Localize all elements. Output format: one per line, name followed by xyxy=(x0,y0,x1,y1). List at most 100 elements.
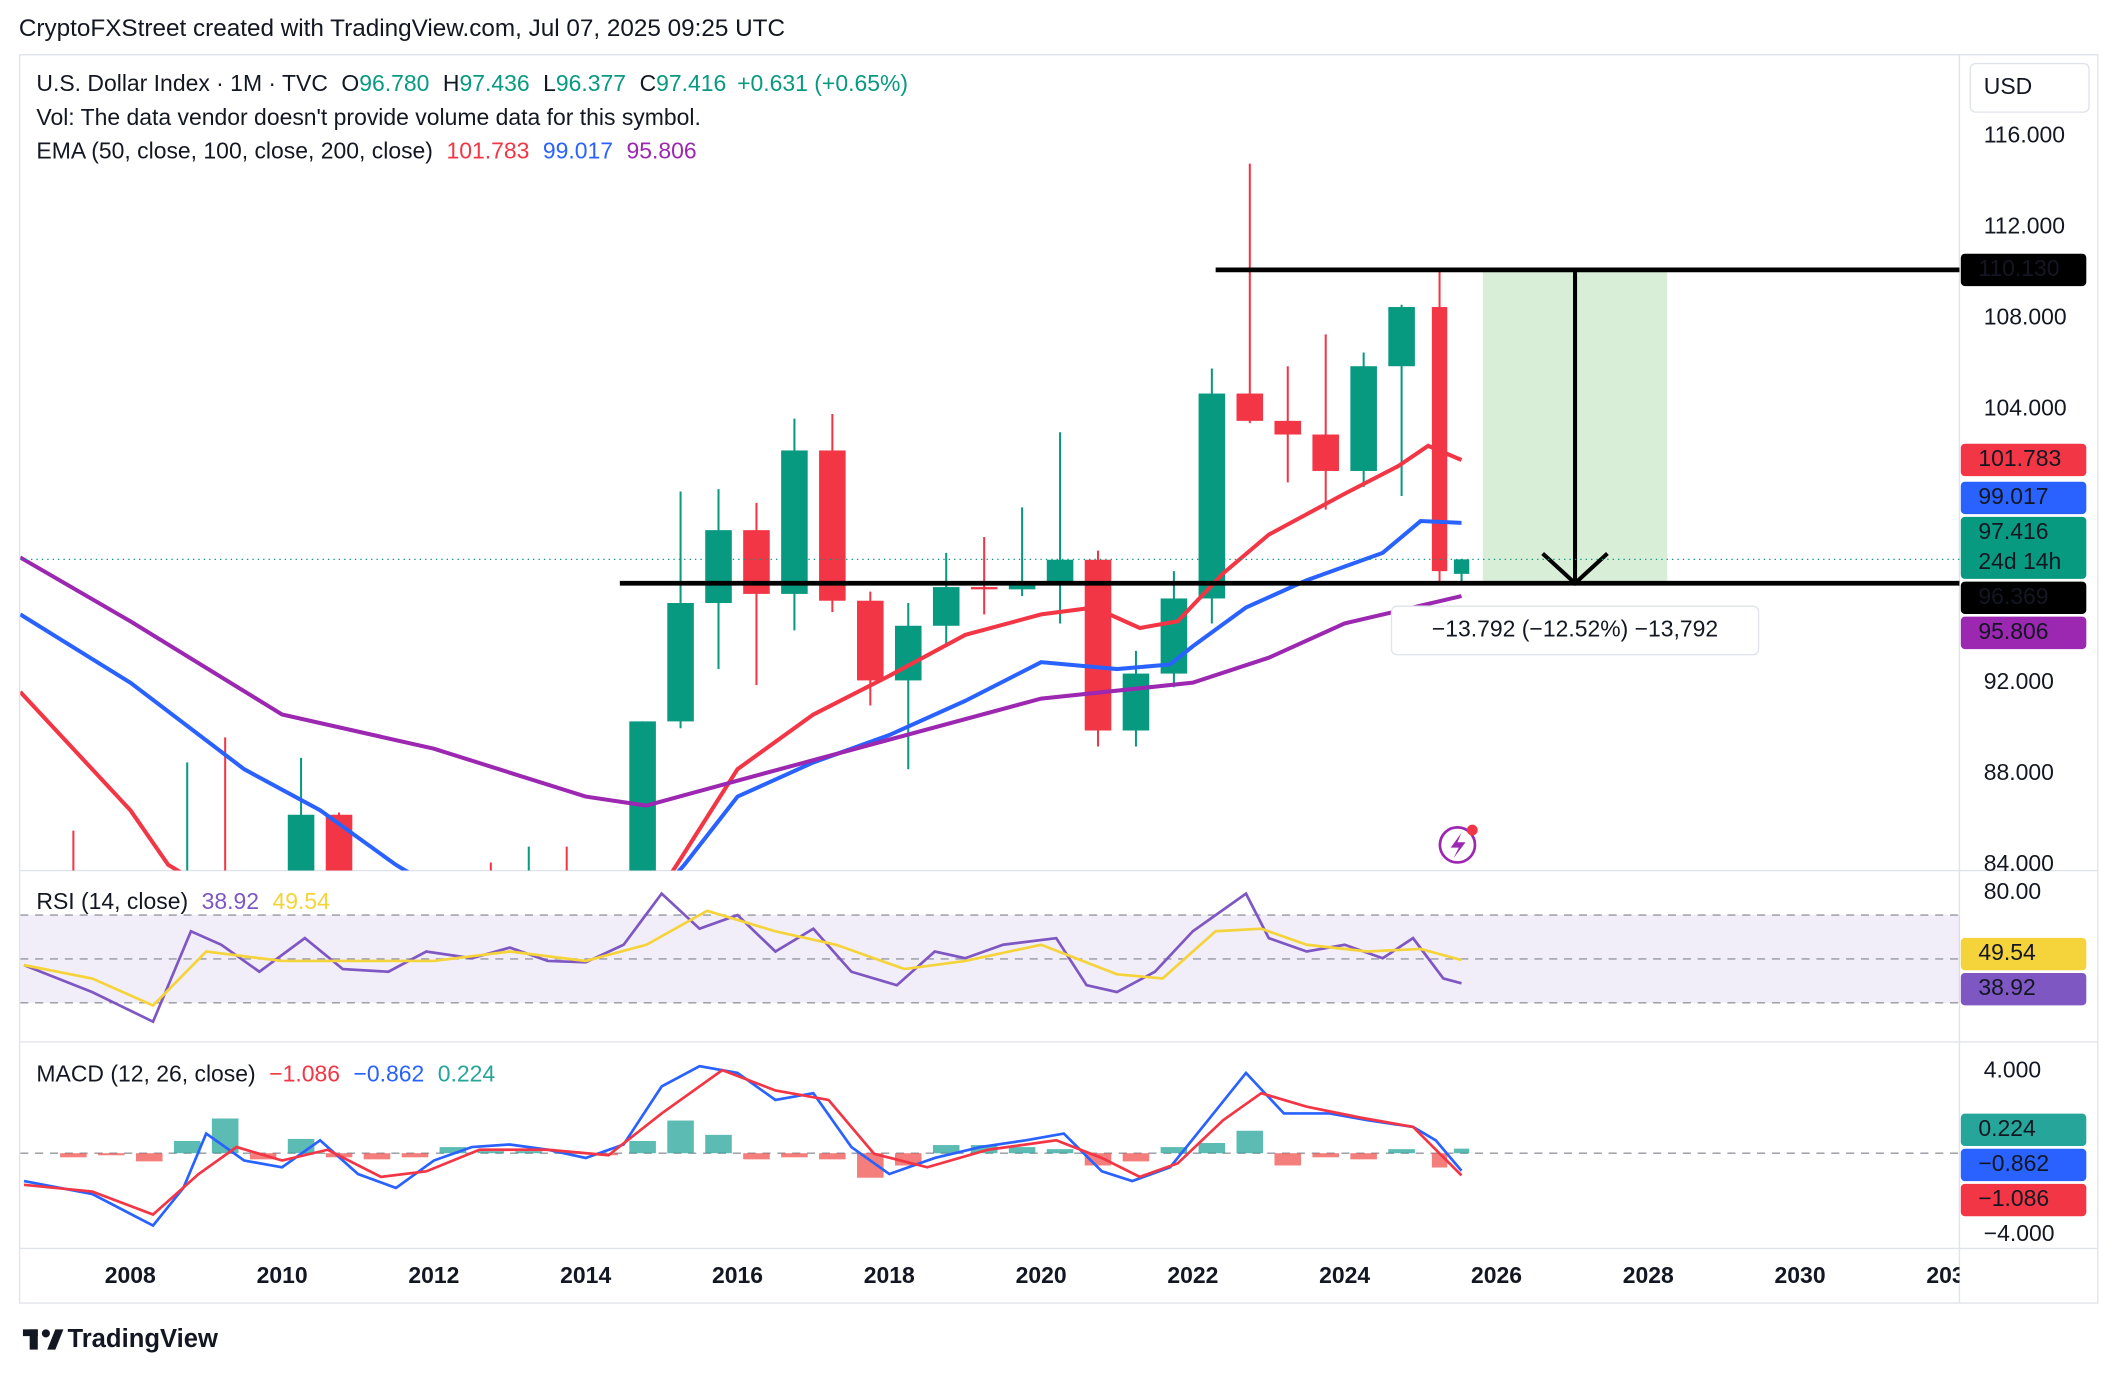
y-tick-label: 88.000 xyxy=(1984,759,2054,785)
legend-value: 38.92 xyxy=(202,888,259,914)
logo-part xyxy=(47,1329,64,1350)
time-axis: 2008 2010 2012 2014 2016 2018 2020 2022 2024 2026… xyxy=(105,1262,1977,1288)
brand-logo xyxy=(22,1329,64,1350)
currency[interactable]: USD xyxy=(1984,73,2032,99)
legend-value: 95.806 xyxy=(627,138,697,164)
volume-note: Vol: The data vendor doesn't provide vol… xyxy=(36,104,700,130)
legend-value: 49.54 xyxy=(273,888,331,914)
candle-body xyxy=(1312,434,1339,471)
histogram-bar xyxy=(1274,1153,1302,1166)
indicator-legend: EMA (50, close, 100, close, 200, close) 1… xyxy=(36,138,696,164)
y-tick-label: 116.000 xyxy=(1984,121,2065,147)
x-tick-label: 2008 xyxy=(105,1262,156,1288)
ema-line xyxy=(20,555,1462,808)
price-label-box xyxy=(1960,1183,2087,1217)
price-label-box xyxy=(1960,972,2087,1006)
legend-value: −1.086 xyxy=(269,1061,340,1087)
price-label: 99.017 xyxy=(1978,483,2048,509)
candle-body xyxy=(287,814,315,871)
y-tick-label: 108.000 xyxy=(1984,303,2067,329)
histogram-bar xyxy=(819,1153,846,1160)
candle-body xyxy=(932,587,960,626)
x-tick-label: 2020 xyxy=(1016,1262,1067,1288)
price-label-box xyxy=(1960,581,2087,614)
indicator-line xyxy=(23,1068,1463,1217)
indicator-line xyxy=(23,909,1462,1008)
pane xyxy=(20,163,1960,871)
histogram-bar xyxy=(629,1140,656,1154)
price-label-box xyxy=(1960,481,2087,515)
price-label: 49.54 xyxy=(1978,939,2036,965)
x-tick-label: 2022 xyxy=(1167,1262,1218,1288)
histogram-bar xyxy=(743,1153,770,1160)
histogram-bar xyxy=(401,1153,429,1158)
indicator-label: EMA (50, close, 100, close, 200, close) xyxy=(36,138,433,164)
price-label-box xyxy=(1960,937,2087,971)
pane xyxy=(20,891,1960,1024)
icon-dot[interactable] xyxy=(1466,824,1478,836)
candle-body xyxy=(1453,559,1470,574)
histogram-bar xyxy=(477,1151,505,1154)
legend-value: 99.017 xyxy=(543,138,613,164)
x-tick-label: 2016 xyxy=(712,1262,763,1288)
candle-body xyxy=(1388,307,1415,367)
candle-body xyxy=(667,603,694,722)
histogram-bar xyxy=(1312,1153,1339,1158)
x-tick-label: 2010 xyxy=(257,1262,308,1288)
histogram-bar xyxy=(1350,1153,1377,1160)
candle-body xyxy=(781,450,808,594)
legend-value: 0.224 xyxy=(438,1061,496,1087)
histogram-bar xyxy=(667,1120,694,1154)
price-label-box xyxy=(1960,616,2087,650)
histogram-bar xyxy=(932,1145,960,1154)
price-label: 110.130 xyxy=(1978,255,2059,281)
legend-symbol-line: U.S. Dollar Index · 1M · TVC O96.780 H97.4… xyxy=(36,70,908,96)
y-tick-label: 112.000 xyxy=(1984,212,2065,238)
candle-body xyxy=(629,721,656,871)
histogram-bar xyxy=(515,1151,543,1154)
price-label: −0.862 xyxy=(1978,1150,2049,1176)
icon-bolt[interactable] xyxy=(1450,832,1466,859)
ohlc-value: 96.377 xyxy=(556,70,626,96)
ohlc-value: 97.416 xyxy=(656,70,726,96)
indicator-label: RSI (14, close) xyxy=(36,888,188,914)
candle-body xyxy=(970,587,998,590)
histogram-bar xyxy=(1198,1143,1226,1154)
histogram-bar xyxy=(1160,1147,1188,1154)
price-label: 97.416 xyxy=(1978,518,2048,544)
legend-value: −0.862 xyxy=(353,1061,424,1087)
histogram-bar xyxy=(363,1153,391,1160)
histogram-bar xyxy=(970,1145,998,1154)
candle-body xyxy=(857,600,884,681)
y-tick-label: 104.000 xyxy=(1984,395,2067,421)
candle-body xyxy=(1122,673,1150,731)
candle-body xyxy=(1084,559,1112,731)
histogram-bar xyxy=(60,1153,87,1158)
histogram-bar xyxy=(1236,1130,1264,1154)
candle-body xyxy=(1274,420,1302,435)
price-label-box xyxy=(1960,1113,2087,1147)
logo-part xyxy=(41,1329,50,1338)
x-tick-label: 2026 xyxy=(1471,1262,1522,1288)
candle-body xyxy=(1350,366,1377,471)
histogram-bar xyxy=(439,1147,467,1154)
histogram-bar xyxy=(781,1153,808,1158)
x-tick-label: 2030 xyxy=(1775,1262,1826,1288)
ohlc-key: C xyxy=(640,70,657,96)
candle-body xyxy=(1198,393,1226,599)
icon-ring[interactable] xyxy=(1438,825,1477,864)
alert-icon[interactable] xyxy=(1438,824,1478,864)
x-tick-label: 2032 xyxy=(1926,1262,1977,1288)
price-label: 0.224 xyxy=(1978,1115,2036,1141)
currency-box[interactable] xyxy=(1969,62,2090,113)
indicator-line xyxy=(23,1064,1463,1228)
y-tick-label: 84.000 xyxy=(1984,850,2054,876)
y-tick-label: −4.000 xyxy=(1984,1220,2055,1246)
x-tick-label: 2012 xyxy=(408,1262,459,1288)
indicator-legend: MACD (12, 26, close) −1.086 −0.862 0.224 xyxy=(36,1061,495,1087)
ohlc-value: 96.780 xyxy=(359,70,429,96)
